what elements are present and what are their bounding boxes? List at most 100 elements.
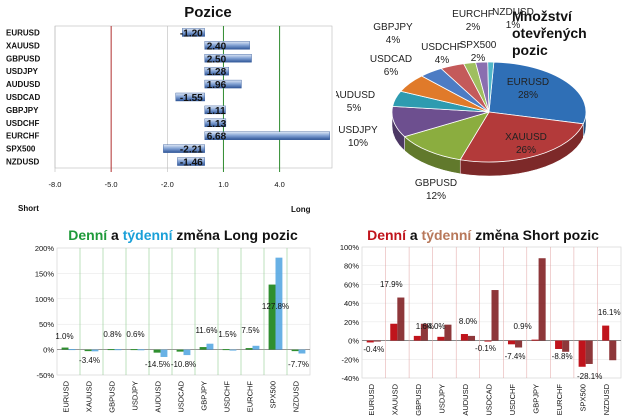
bar-3-t-denn--nzdusd [609, 340, 617, 361]
bar-3-t-denn--usdcad [491, 290, 499, 341]
positions-bar-eurusd [182, 28, 205, 37]
positions-bar-xauusd [204, 41, 250, 50]
bar-3-t-denn--xauusd [397, 297, 405, 341]
ytick-2-0-: 0% [43, 346, 54, 355]
title-part-0: Denní [68, 227, 108, 243]
pie-label-audusd: AUDUSD [336, 90, 375, 101]
value-label-2-usdjpy: 0.6% [126, 330, 144, 339]
pie-value-nzdusd: 1% [506, 20, 521, 31]
positions-value-usdjpy: 1.28 [207, 67, 227, 78]
category-3-gbpjpy: GBPJPY [532, 384, 541, 414]
bar-3-t-denn--eurusd [373, 340, 381, 342]
category-2-gbpjpy: GBPJPY [200, 381, 209, 411]
value-label-3-eurusd: -0.4% [363, 345, 384, 354]
ytick-3--40-: -40% [341, 374, 359, 383]
bar-2-t-denn--usdcad [183, 349, 191, 356]
pie-value-eurusd: 28% [518, 90, 538, 101]
title-part-3: změna Long pozic [173, 227, 298, 243]
bar-2-denn--gbpjpy [199, 347, 207, 350]
bar-2-denn--gbpusd [107, 349, 115, 351]
ytick-3-80-: 80% [344, 262, 359, 271]
positions-category-eurchf: EURCHF [6, 132, 39, 141]
pie-label-nzdusd: NZDUSD [492, 7, 534, 18]
pie-label-spx500: SPX500 [460, 40, 497, 51]
bar-3-denn--usdjpy [437, 336, 445, 341]
positions-bar-usdcad [175, 92, 205, 102]
short-change-bar-chart: Denní a týdenní změna Short pozic 100% 80… [340, 227, 622, 416]
bar-2-t-denn--eurusd [68, 349, 76, 351]
bar-3-denn--audusd [460, 334, 468, 341]
positions-bar-usdjpy [204, 66, 229, 76]
positions-value-nzdusd: -1.46 [180, 158, 203, 169]
pie-value-gbpusd: 12% [426, 191, 446, 202]
long-label: Long [291, 205, 311, 214]
positions-category-audusd: AUDUSD [6, 80, 40, 89]
category-2-usdjpy: USDJPY [131, 381, 140, 411]
value-label-2-gbpjpy: 11.6% [195, 326, 217, 335]
ytick-3-60-: 60% [344, 280, 359, 289]
bar-2-t-denn--eurchf [252, 345, 260, 350]
bar-2-t-denn--xauusd [91, 349, 99, 352]
bar-3-denn--gbpjpy [531, 339, 539, 341]
positions-xtick-4-0: 4.0 [274, 180, 284, 189]
bar-2-t-denn--spx500 [275, 257, 283, 350]
title-part-3: změna Short pozic [471, 227, 599, 243]
ytick-3-20-: 20% [344, 318, 359, 327]
value-label-2-eurchf: 7.5% [241, 326, 259, 335]
pie-label-eurchf: EURCHF [452, 9, 494, 20]
short-label: Short [18, 204, 39, 213]
bar-2-t-denn--gbpjpy [206, 343, 214, 350]
positions-value-usdcad: -1.55 [180, 93, 203, 104]
ytick-2-100-: 100% [35, 295, 55, 304]
positions-category-xauusd: XAUUSD [6, 41, 40, 50]
positions-category-usdcad: USDCAD [6, 93, 40, 102]
pie-value-eurchf: 2% [466, 22, 481, 33]
positions-xtick--8-0: -8.0 [49, 180, 62, 189]
value-label-2-xauusd: -3.4% [79, 356, 100, 365]
positions-bar-audusd [204, 79, 242, 89]
pie-value-usdchf: 4% [435, 55, 450, 66]
pie-label-usdcad: USDCAD [370, 54, 412, 65]
category-2-eurusd: EURUSD [62, 380, 71, 412]
positions-xtick-1-0: 1.0 [218, 180, 228, 189]
positions-chart-title: Pozice [184, 4, 232, 21]
value-label-2-usdcad: -10.8% [171, 360, 196, 369]
bar-2-denn--usdcad [176, 349, 184, 352]
positions-bar-chart: Pozice -8.0 -5.0 -2.0 1.0 4.0 EURUSD -1.20 XAUU… [6, 4, 333, 214]
bar-3-t-denn--audusd [467, 335, 476, 341]
pie-value-usdcad: 6% [384, 67, 399, 78]
bar-2-denn--eurusd [61, 347, 69, 350]
bar-3-denn--usdchf [507, 340, 516, 345]
bar-3-t-denn--gbpusd [420, 323, 428, 341]
bar-2-denn--spx500 [268, 284, 276, 350]
bar-3-t-denn--eurchf [562, 340, 570, 352]
value-label-2-gbpusd: 0.8% [103, 330, 121, 339]
bar-3-denn--usdcad [484, 340, 492, 342]
positions-value-xauusd: 2.40 [207, 41, 227, 52]
category-2-eurchf: EURCHF [246, 381, 255, 413]
pie-label-gbpusd: GBPUSD [415, 178, 457, 189]
bar-2-t-denn--audusd [160, 349, 168, 357]
positions-category-eurusd: EURUSD [6, 28, 40, 37]
bar-2-denn--usdjpy [130, 349, 138, 351]
bar-3-denn--eurusd [366, 340, 374, 343]
value-label-2-spx500: 127.8% [262, 302, 289, 311]
category-2-xauusd: XAUUSD [85, 380, 94, 412]
ytick-2-200-: 200% [35, 244, 55, 253]
pie-label-usdchf: USDCHF [421, 42, 463, 53]
bar-2-denn--usdchf [222, 349, 230, 351]
ytick-3-0-: 0% [348, 337, 359, 346]
title-part-1: a [107, 227, 123, 243]
positions-xtick--5-0: -5.0 [105, 180, 118, 189]
pie-label-usdjpy: USDJPY [338, 125, 378, 136]
positions-bar-eurchf [204, 131, 330, 140]
bar-3-denn--spx500 [578, 340, 586, 367]
positions-bar-gbpjpy [204, 105, 226, 115]
positions-value-gbpjpy: 1.11 [207, 106, 226, 117]
ytick-2-150-: 150% [35, 269, 55, 278]
ytick-2-50-: 50% [39, 320, 54, 329]
bar-2-denn--nzdusd [291, 349, 299, 352]
positions-bar-usdchf [204, 118, 227, 128]
value-label-3-gbpjpy: 0.9% [513, 322, 531, 331]
category-2-usdchf: USDCHF [223, 381, 232, 413]
